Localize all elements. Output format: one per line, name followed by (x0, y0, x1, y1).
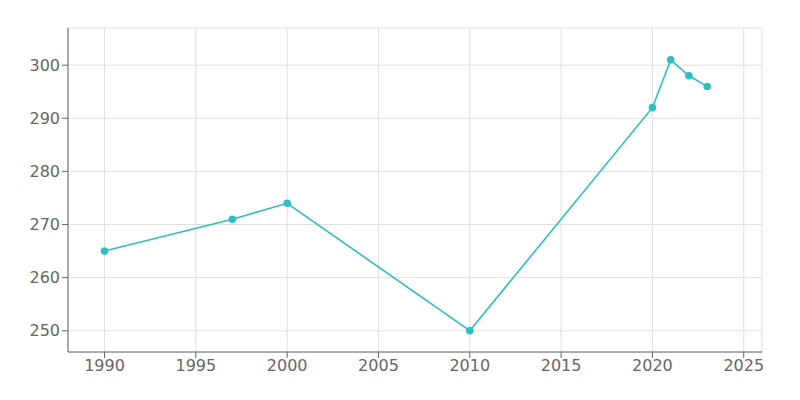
svg-text:2015: 2015 (541, 356, 582, 375)
svg-text:280: 280 (29, 162, 60, 181)
svg-text:2020: 2020 (632, 356, 673, 375)
svg-text:1995: 1995 (175, 356, 216, 375)
svg-text:300: 300 (29, 56, 60, 75)
svg-text:290: 290 (29, 109, 60, 128)
svg-text:2000: 2000 (267, 356, 308, 375)
svg-text:2025: 2025 (723, 356, 764, 375)
svg-text:2005: 2005 (358, 356, 399, 375)
svg-text:250: 250 (29, 321, 60, 340)
svg-text:270: 270 (29, 215, 60, 234)
svg-text:2010: 2010 (449, 356, 490, 375)
svg-text:260: 260 (29, 268, 60, 287)
svg-text:1990: 1990 (84, 356, 125, 375)
